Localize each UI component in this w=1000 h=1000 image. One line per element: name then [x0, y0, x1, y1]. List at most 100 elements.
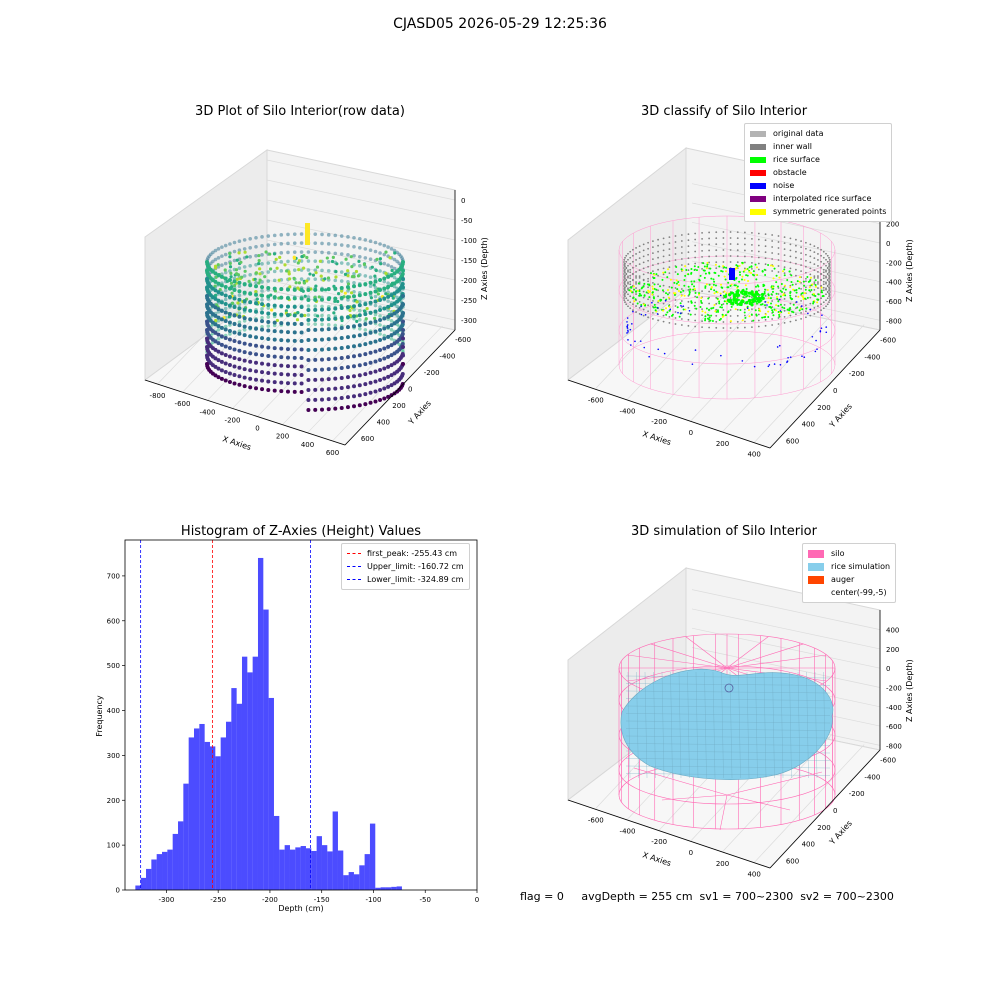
raw-wall-point	[346, 235, 350, 239]
raw-surface-point	[258, 272, 262, 276]
raw-wall-point	[254, 253, 258, 258]
raw-wall-point	[211, 259, 215, 264]
raw-xtick-label: -800	[150, 392, 166, 400]
raw-wall-point	[378, 347, 383, 352]
raw-wall-point	[292, 313, 297, 318]
raw-wall-point	[285, 330, 290, 335]
raw-wall-point	[313, 377, 318, 382]
raw-wall-point	[272, 363, 277, 368]
raw-surface-point	[296, 261, 300, 265]
raw-wall-point	[389, 353, 394, 358]
raw-wall-point	[216, 366, 221, 371]
raw-wall-point	[373, 299, 378, 304]
raw-wall-point	[216, 298, 221, 303]
raw-wall-point	[248, 359, 253, 364]
raw-surface-point	[340, 289, 344, 293]
raw-surface-point	[235, 258, 239, 262]
raw-wall-point	[320, 367, 325, 372]
raw-surface-point	[391, 296, 395, 300]
raw-wall-point	[272, 371, 277, 376]
raw-wall-point	[368, 284, 373, 288]
raw-wall-point	[306, 407, 311, 412]
raw-wall-point	[260, 378, 265, 383]
legend-swatch	[750, 130, 766, 137]
raw-wall-point	[357, 353, 362, 358]
legend-label: original data	[773, 129, 824, 138]
raw-wall-point	[373, 319, 378, 324]
raw-wall-point	[260, 298, 264, 302]
classify-legend-entry: noise	[750, 179, 886, 192]
legend-label: auger	[831, 575, 855, 584]
raw-wall-point	[378, 397, 383, 402]
raw-surface-point	[295, 318, 300, 322]
raw-wall-point	[346, 262, 350, 266]
raw-wall-point	[279, 269, 284, 273]
raw-wall-point	[352, 404, 356, 409]
raw-wall-point	[352, 334, 356, 339]
raw-wall-point	[237, 340, 242, 345]
raw-surface-point	[268, 252, 272, 256]
raw-wall-point	[260, 361, 265, 366]
raw-wall-point	[254, 262, 258, 267]
raw-wall-point	[389, 363, 394, 368]
raw-wall-point	[205, 277, 209, 281]
raw-wall-point	[373, 369, 378, 374]
raw-wall-point	[378, 387, 383, 392]
raw-wall-point	[352, 304, 356, 309]
raw-surface-point	[275, 266, 279, 270]
raw-wall-point	[368, 320, 373, 325]
raw-wall-point	[382, 306, 387, 311]
raw-wall-point	[216, 310, 221, 314]
raw-wall-point	[373, 289, 378, 294]
raw-wall-point	[333, 323, 338, 328]
raw-wall-point	[326, 287, 331, 292]
raw-wall-point	[306, 347, 311, 352]
classify-legend-entry: interpolated rice surface	[750, 192, 886, 205]
raw-wall-point	[401, 319, 405, 324]
raw-wall-point	[392, 291, 397, 296]
raw-wall-point	[389, 328, 394, 332]
raw-wall-point	[254, 335, 258, 340]
raw-wall-point	[378, 242, 382, 246]
raw-wall-point	[401, 362, 405, 366]
raw-surface-point	[331, 255, 335, 259]
raw-wall-point	[326, 397, 331, 402]
raw-wall-point	[285, 389, 290, 394]
raw-wall-point	[357, 313, 362, 318]
raw-wall-point	[392, 311, 397, 316]
raw-wall-point	[326, 367, 331, 372]
raw-surface-point	[257, 281, 261, 285]
raw-surface-point	[343, 272, 348, 276]
raw-wall-point	[248, 334, 253, 339]
raw-surface-point	[214, 266, 218, 270]
raw-wall-point	[373, 279, 378, 284]
raw-wall-point	[339, 305, 344, 310]
raw-wall-point	[313, 287, 318, 292]
raw-surface-point	[214, 318, 218, 323]
raw-wall-point	[248, 351, 253, 356]
raw-wall-point	[248, 254, 252, 259]
raw-wall-point	[401, 268, 405, 273]
raw-wall-point	[205, 336, 209, 341]
raw-wall-point	[299, 381, 304, 386]
raw-wall-point	[363, 352, 368, 357]
raw-surface-point	[254, 271, 258, 275]
raw-wall-point	[345, 335, 350, 340]
raw-wall-point	[223, 243, 228, 248]
raw-wall-point	[237, 357, 242, 362]
raw-wall-point	[339, 335, 344, 340]
raw-wall-point	[237, 311, 242, 315]
raw-wall-point	[326, 327, 331, 332]
raw-wall-point	[358, 245, 362, 250]
raw-wall-point	[254, 301, 258, 306]
raw-wall-point	[272, 260, 277, 265]
raw-wall-point	[279, 389, 284, 394]
raw-wall-point	[292, 381, 297, 386]
classify-legend: original data inner wall rice surface obsta…	[744, 123, 893, 222]
raw-wall-point	[254, 326, 258, 331]
raw-wall-point	[299, 389, 304, 394]
raw-wall-point	[368, 310, 373, 315]
raw-surface-point	[365, 306, 369, 311]
raw-wall-point	[382, 326, 387, 331]
raw-wall-point	[320, 347, 325, 352]
